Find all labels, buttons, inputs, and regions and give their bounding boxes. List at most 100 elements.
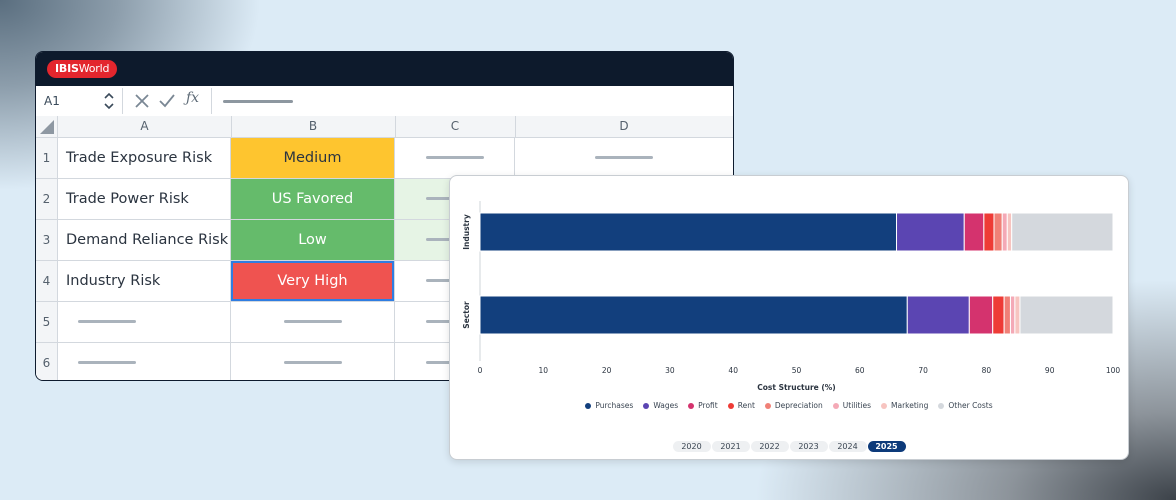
cell-b1[interactable]: Medium bbox=[231, 138, 395, 178]
row-header[interactable]: 3 bbox=[36, 220, 58, 260]
bar-segment-industry-other-costs bbox=[1011, 212, 1114, 252]
table-row: 1 Trade Exposure Risk Medium bbox=[36, 138, 733, 179]
column-header-b[interactable]: B bbox=[231, 116, 396, 137]
legend-label: Depreciation bbox=[774, 401, 823, 410]
bar-segment-industry-rent bbox=[983, 212, 995, 252]
cost-structure-chart-card: Industry Sector 0 10 20 30 40 50 60 70 80 90 100 Cost… bbox=[449, 175, 1129, 460]
legend-swatch bbox=[727, 403, 734, 409]
placeholder-bar bbox=[284, 361, 342, 364]
row-header[interactable]: 5 bbox=[36, 302, 58, 342]
column-header-d[interactable]: D bbox=[619, 119, 629, 133]
year-tab-2022[interactable]: 2022 bbox=[750, 441, 789, 452]
cell-a5[interactable] bbox=[58, 302, 231, 342]
bar-segment-sector-marketing bbox=[1014, 295, 1021, 335]
x-tick-label: 0 bbox=[478, 366, 483, 375]
cell-a3[interactable]: Demand Reliance Risk bbox=[58, 220, 231, 260]
legend-label: Utilities bbox=[842, 401, 871, 410]
bar-segment-sector-wages bbox=[906, 295, 970, 335]
bar-segment-industry-wages bbox=[896, 212, 965, 252]
spreadsheet-grid: A B C D 1 Trade Exposure Risk Medium 2 T… bbox=[36, 116, 733, 380]
legend-item-wages[interactable]: Wages bbox=[643, 401, 678, 410]
legend-item-purchases[interactable]: Purchases bbox=[585, 401, 633, 410]
row-header[interactable]: 1 bbox=[36, 138, 58, 178]
confirm-check-icon[interactable] bbox=[157, 91, 177, 111]
x-tick-label: 70 bbox=[918, 366, 928, 375]
x-tick-label: 20 bbox=[602, 366, 612, 375]
cell-a4[interactable]: Industry Risk bbox=[58, 261, 231, 301]
bar-segment-industry-utilities bbox=[1001, 212, 1008, 252]
cell-b4-selected[interactable]: Very High bbox=[231, 261, 395, 301]
legend-item-rent[interactable]: Rent bbox=[727, 401, 755, 410]
legend-item-marketing[interactable]: Marketing bbox=[881, 401, 928, 410]
year-tab-2020[interactable]: 2020 bbox=[672, 441, 711, 452]
bar-segment-sector-purchases bbox=[479, 295, 908, 335]
cost-structure-chart: Industry Sector 0 10 20 30 40 50 60 70 80 90 100 Cost… bbox=[462, 201, 1120, 392]
row-header[interactable]: 4 bbox=[36, 261, 58, 301]
bar-segment-industry-marketing bbox=[1006, 212, 1013, 252]
column-header-a[interactable]: A bbox=[58, 116, 232, 137]
legend-item-profit[interactable]: Profit bbox=[688, 401, 718, 410]
formula-bar: A1 ƒx bbox=[36, 86, 733, 117]
x-tick-label: 10 bbox=[539, 366, 549, 375]
x-tick-label: 90 bbox=[1045, 366, 1055, 375]
legend-swatch bbox=[688, 403, 695, 409]
cell-b3[interactable]: Low bbox=[231, 220, 395, 260]
year-selector: 2020 2021 2022 2023 2024 2025 bbox=[450, 434, 1128, 453]
formula-bar-divider bbox=[211, 88, 212, 114]
name-box-stepper-icon[interactable] bbox=[102, 91, 116, 111]
bar-segment-sector-other-costs bbox=[1019, 295, 1114, 335]
legend-swatch bbox=[881, 403, 887, 409]
cell-a2[interactable]: Trade Power Risk bbox=[58, 179, 231, 219]
placeholder-bar bbox=[595, 156, 653, 159]
year-tab-2024[interactable]: 2024 bbox=[828, 441, 867, 452]
legend-label: Purchases bbox=[595, 401, 634, 410]
category-label-sector: Sector bbox=[462, 301, 471, 329]
x-tick-label: 40 bbox=[728, 366, 738, 375]
legend-item-depreciation[interactable]: Depreciation bbox=[764, 401, 823, 410]
bar-segment-sector-utilities bbox=[1009, 295, 1016, 335]
x-tick-label: 30 bbox=[665, 366, 675, 375]
legend-label: Other Costs bbox=[948, 401, 993, 410]
legend-swatch bbox=[643, 403, 650, 409]
cell-c1[interactable] bbox=[395, 138, 515, 178]
bar-segment-industry-depreciation bbox=[993, 212, 1003, 252]
cell-d1[interactable] bbox=[515, 138, 733, 178]
x-tick-label: 60 bbox=[855, 366, 865, 375]
x-tick-label: 80 bbox=[982, 366, 992, 375]
x-axis-label: Cost Structure (%) bbox=[757, 383, 835, 392]
legend-item-utilities[interactable]: Utilities bbox=[832, 401, 871, 410]
placeholder-bar bbox=[78, 361, 136, 364]
year-tab-2023[interactable]: 2023 bbox=[789, 441, 828, 452]
year-tab-2025[interactable]: 2025 bbox=[867, 441, 906, 452]
column-header-c[interactable]: C bbox=[395, 116, 516, 137]
function-icon[interactable]: ƒx bbox=[186, 90, 200, 106]
cancel-icon[interactable] bbox=[132, 91, 152, 111]
bar-segment-sector-depreciation bbox=[1003, 295, 1011, 335]
bar-segment-sector-profit bbox=[968, 295, 994, 335]
legend-swatch bbox=[764, 403, 771, 409]
cell-b6[interactable] bbox=[231, 343, 395, 380]
placeholder-bar bbox=[78, 320, 136, 323]
legend-item-other-costs[interactable]: Other Costs bbox=[938, 401, 993, 410]
formula-bar-divider bbox=[122, 88, 123, 114]
cell-b5[interactable] bbox=[231, 302, 395, 342]
legend-swatch bbox=[938, 403, 945, 409]
formula-input[interactable] bbox=[223, 100, 293, 103]
year-tab-2021[interactable]: 2021 bbox=[711, 441, 750, 452]
placeholder-bar bbox=[284, 320, 342, 323]
name-box[interactable]: A1 bbox=[44, 94, 60, 108]
bar-segment-sector-rent bbox=[992, 295, 1005, 335]
column-header-row: A B C D bbox=[36, 116, 733, 138]
row-header[interactable]: 2 bbox=[36, 179, 58, 219]
placeholder-bar bbox=[426, 156, 484, 159]
category-label-industry: Industry bbox=[462, 214, 471, 250]
row-header[interactable]: 6 bbox=[36, 343, 58, 380]
legend-swatch bbox=[832, 403, 839, 409]
cell-b2[interactable]: US Favored bbox=[231, 179, 395, 219]
cell-a6[interactable] bbox=[58, 343, 231, 380]
bar-segment-industry-purchases bbox=[479, 212, 898, 252]
cell-a1[interactable]: Trade Exposure Risk bbox=[58, 138, 231, 178]
legend-label: Profit bbox=[698, 401, 718, 410]
select-all-corner[interactable] bbox=[36, 116, 58, 137]
legend-label: Rent bbox=[737, 401, 755, 410]
